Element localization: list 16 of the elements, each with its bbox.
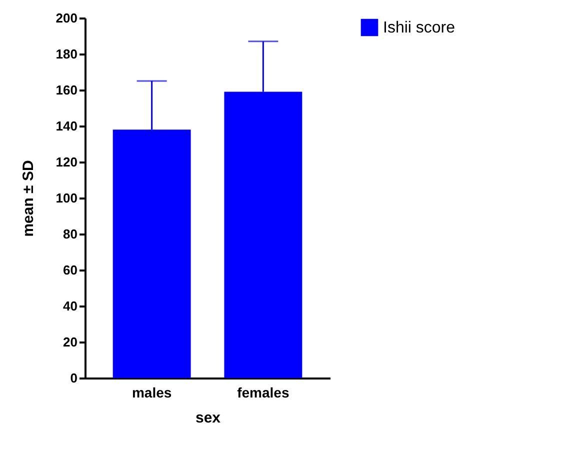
x-axis-title: sex: [195, 410, 222, 426]
x-tick-label: females: [237, 384, 290, 400]
y-tick-label: 60: [63, 262, 78, 278]
y-tick-label: 200: [56, 10, 78, 26]
y-tick-label: 20: [63, 334, 78, 350]
y-tick-label: 160: [56, 82, 78, 98]
y-tick-label: 140: [56, 118, 78, 134]
y-axis-title: mean ± SD: [20, 160, 37, 237]
y-tick-label: 80: [63, 226, 78, 242]
y-tick-label: 120: [56, 154, 78, 170]
legend-label: Ishii score: [383, 20, 456, 36]
y-tick-label: 0: [70, 370, 78, 386]
y-tick-label: 100: [56, 190, 78, 206]
y-tick-label: 40: [63, 298, 78, 314]
x-tick-label: males: [132, 384, 172, 400]
y-tick-label: 180: [56, 46, 78, 62]
